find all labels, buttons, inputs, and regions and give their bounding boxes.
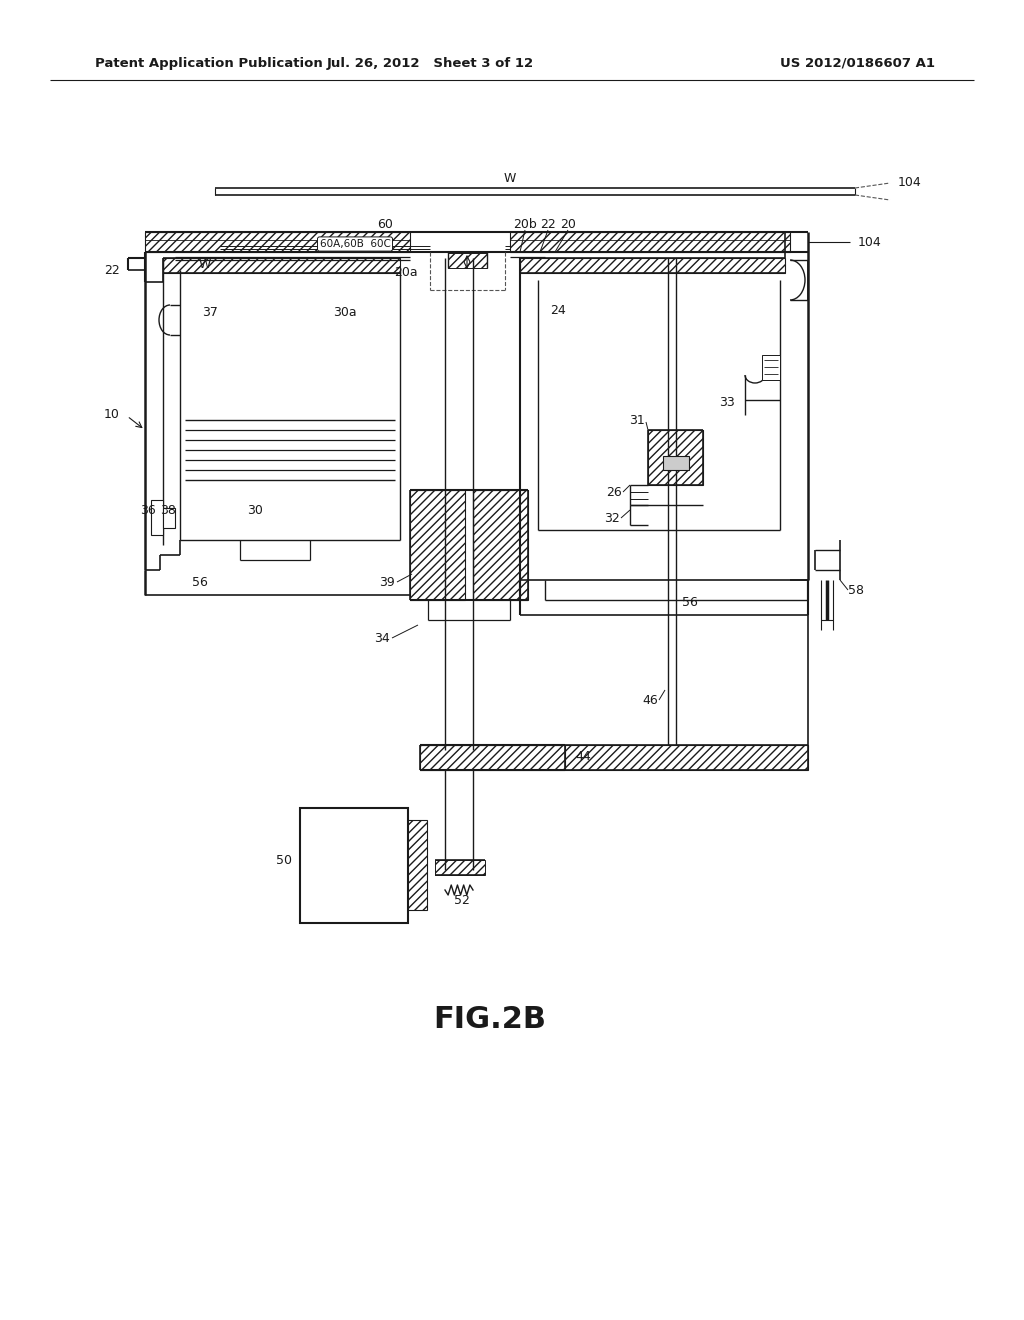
Text: W: W <box>199 259 211 272</box>
Bar <box>300 808 408 923</box>
Bar <box>435 861 485 875</box>
Text: Jul. 26, 2012   Sheet 3 of 12: Jul. 26, 2012 Sheet 3 of 12 <box>327 57 534 70</box>
Text: 30: 30 <box>247 503 263 516</box>
Text: 20b: 20b <box>513 218 537 231</box>
Text: 104: 104 <box>898 176 922 189</box>
Bar <box>663 455 689 470</box>
Text: 36: 36 <box>140 503 156 516</box>
Bar <box>565 744 808 770</box>
Text: 22: 22 <box>104 264 120 276</box>
Text: 46: 46 <box>642 693 658 706</box>
Text: 30a: 30a <box>333 305 356 318</box>
Text: 60A,60B  60C: 60A,60B 60C <box>319 239 390 249</box>
Bar <box>449 253 487 268</box>
Text: 56: 56 <box>682 595 698 609</box>
Text: FIG.2B: FIG.2B <box>433 1006 547 1035</box>
Text: 104: 104 <box>858 235 882 248</box>
Text: 22: 22 <box>540 218 556 231</box>
Text: 31: 31 <box>630 413 645 426</box>
Bar <box>397 820 427 909</box>
Text: 58: 58 <box>848 583 864 597</box>
Text: 20a: 20a <box>394 265 418 279</box>
Text: W: W <box>504 172 516 185</box>
Bar <box>520 257 785 273</box>
Bar <box>762 355 780 380</box>
Bar <box>473 490 528 601</box>
Text: 20: 20 <box>560 218 575 231</box>
Text: 44: 44 <box>575 750 591 763</box>
Text: 34: 34 <box>374 631 390 644</box>
Text: 32: 32 <box>604 511 620 524</box>
Bar <box>510 232 790 252</box>
Bar <box>163 508 175 528</box>
Text: Patent Application Publication: Patent Application Publication <box>95 57 323 70</box>
Bar <box>163 257 400 273</box>
Text: 33: 33 <box>719 396 735 408</box>
Text: 37: 37 <box>202 305 218 318</box>
Bar <box>151 500 163 535</box>
Text: 10: 10 <box>104 408 120 421</box>
Text: US 2012/0186607 A1: US 2012/0186607 A1 <box>780 57 935 70</box>
Text: 26: 26 <box>606 486 622 499</box>
Text: 56: 56 <box>193 576 208 589</box>
Text: 60: 60 <box>377 218 393 231</box>
Bar <box>145 232 410 252</box>
Text: 52: 52 <box>454 894 470 907</box>
Text: 39: 39 <box>379 576 395 589</box>
Bar <box>648 430 703 484</box>
Text: 50: 50 <box>276 854 292 866</box>
Bar <box>410 490 465 601</box>
Text: 24: 24 <box>550 304 566 317</box>
Bar <box>420 744 565 770</box>
Text: 38: 38 <box>160 503 176 516</box>
